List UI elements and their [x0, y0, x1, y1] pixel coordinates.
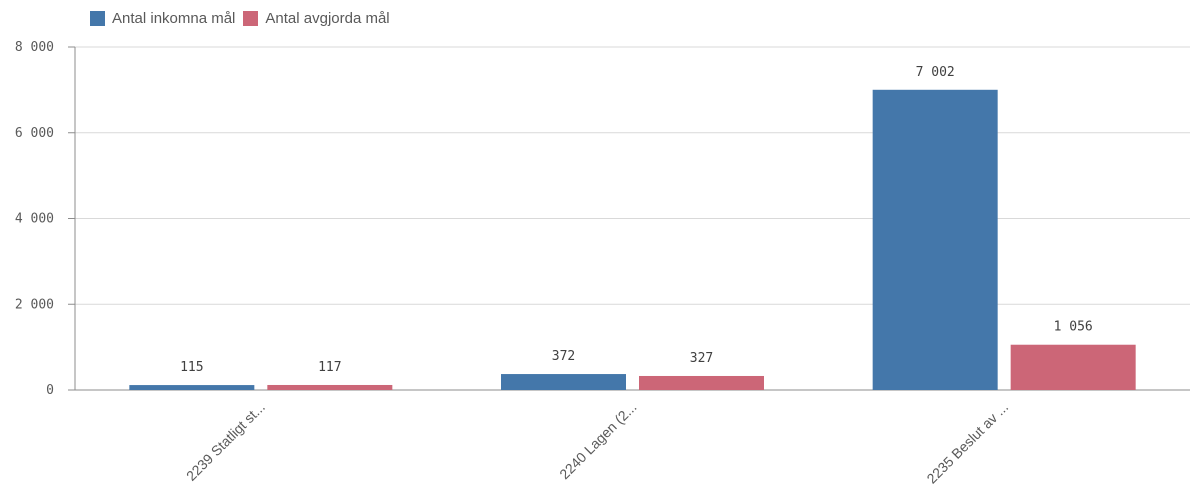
y-tick-label: 6 000	[15, 126, 54, 141]
bar[interactable]	[639, 375, 764, 390]
data-label: 117	[318, 360, 341, 375]
y-tick-label: 2 000	[15, 297, 54, 312]
data-label: 1 056	[1054, 320, 1093, 335]
legend-swatch-inkomna	[90, 11, 105, 26]
legend-label-avgjorda: Antal avgjorda mål	[265, 10, 390, 27]
x-tick-label: 2240 Lagen (2...	[556, 399, 639, 482]
bar[interactable]	[267, 384, 393, 390]
x-tick-label: 2239 Statligt st...	[183, 399, 268, 484]
data-label: 115	[180, 360, 203, 375]
legend-label-inkomna: Antal inkomna mål	[112, 10, 236, 27]
legend: Antal inkomna mål Antal avgjorda mål	[90, 10, 398, 27]
data-label: 327	[690, 351, 713, 366]
legend-item-inkomna[interactable]: Antal inkomna mål	[90, 10, 235, 27]
y-tick-label: 4 000	[15, 212, 54, 227]
x-tick-label: 2235 Beslut av ...	[923, 399, 1011, 487]
data-label: 372	[552, 349, 575, 364]
bar[interactable]	[1010, 344, 1136, 390]
y-tick-label: 8 000	[15, 40, 54, 55]
bar[interactable]	[872, 89, 998, 391]
bar[interactable]	[129, 385, 255, 390]
y-tick-label: 0	[46, 383, 54, 398]
data-label: 7 002	[916, 65, 955, 80]
legend-item-avgjorda[interactable]: Antal avgjorda mål	[243, 10, 390, 27]
legend-swatch-avgjorda	[243, 11, 259, 26]
bar[interactable]	[501, 374, 626, 390]
